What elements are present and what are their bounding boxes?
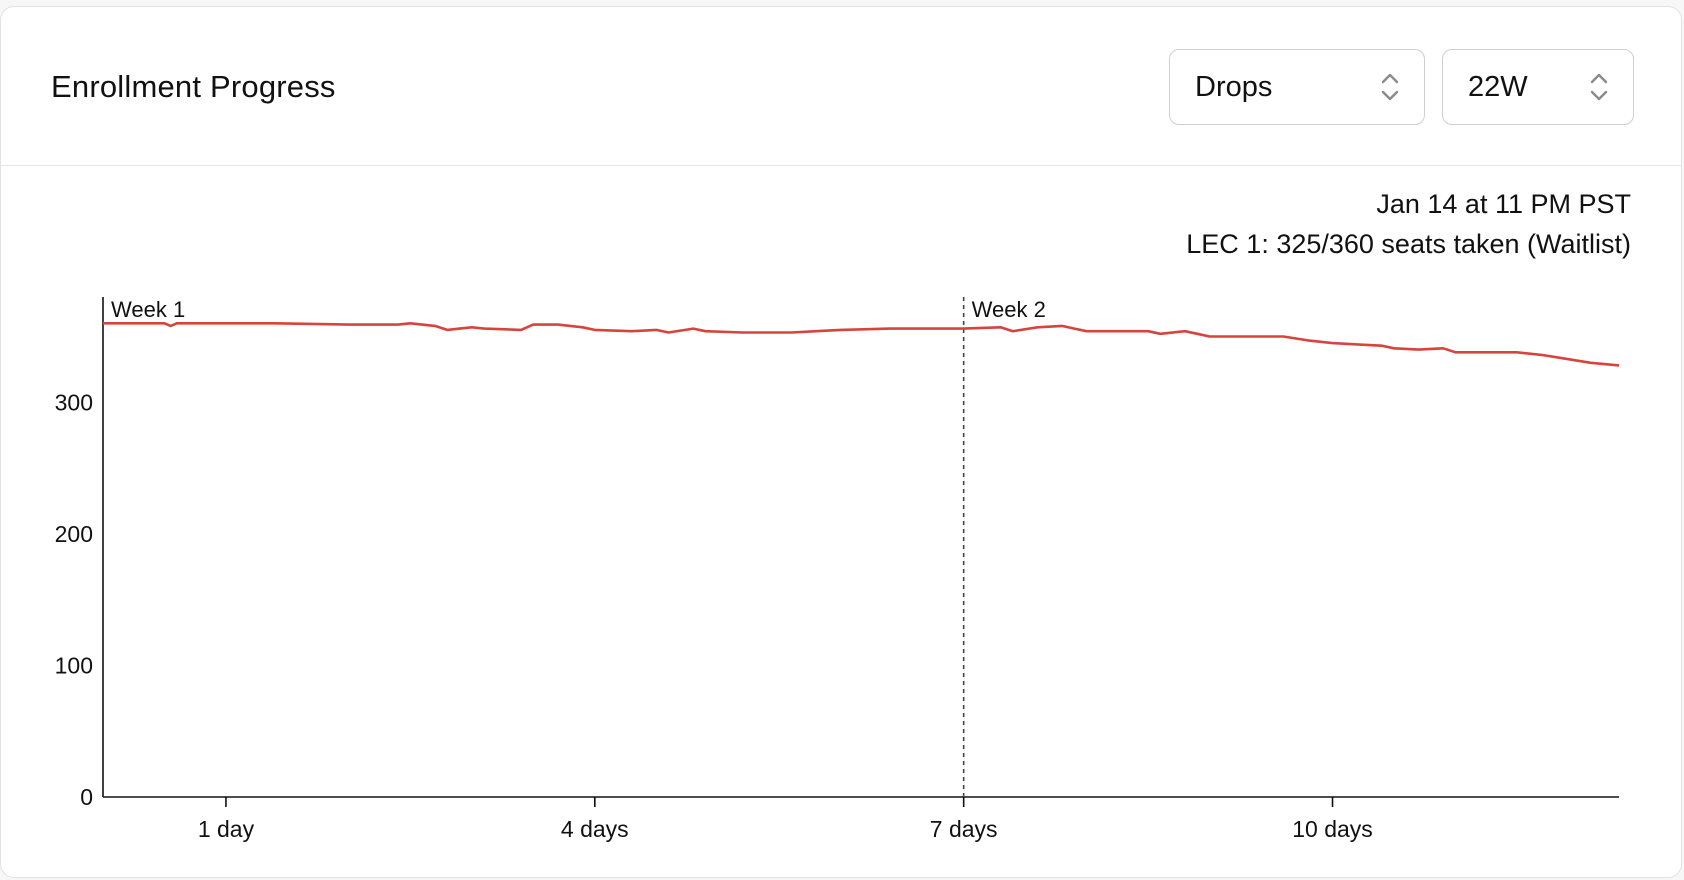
metric-select[interactable]: Drops bbox=[1169, 49, 1425, 125]
week-marker-label: Week 2 bbox=[972, 297, 1046, 322]
y-tick-label: 200 bbox=[55, 521, 93, 547]
hover-seat-count: LEC 1: 325/360 seats taken (Waitlist) bbox=[1186, 229, 1631, 259]
y-tick-label: 100 bbox=[55, 652, 93, 678]
term-select[interactable]: 22W bbox=[1442, 49, 1634, 125]
enrollment-series-line bbox=[103, 321, 1620, 367]
up-down-chevron-icon bbox=[1590, 73, 1608, 101]
hover-timestamp: Jan 14 at 11 PM PST bbox=[1376, 189, 1631, 219]
card-header: Enrollment Progress Drops 22W bbox=[1, 7, 1681, 166]
y-tick-label: 0 bbox=[80, 784, 93, 810]
x-tick-label: 4 days bbox=[561, 816, 629, 842]
week-marker-label: Week 1 bbox=[111, 297, 185, 322]
metric-select-value: Drops bbox=[1195, 71, 1273, 103]
enrollment-progress-card: Enrollment Progress Drops 22W Jan 14 at … bbox=[0, 6, 1682, 878]
up-down-chevron-icon bbox=[1381, 73, 1399, 101]
term-select-value: 22W bbox=[1468, 71, 1528, 103]
x-tick-label: 7 days bbox=[930, 816, 998, 842]
x-tick-label: 1 day bbox=[198, 816, 255, 842]
y-tick-label: 300 bbox=[55, 389, 93, 415]
card-title: Enrollment Progress bbox=[51, 69, 336, 104]
x-tick-label: 10 days bbox=[1292, 816, 1373, 842]
